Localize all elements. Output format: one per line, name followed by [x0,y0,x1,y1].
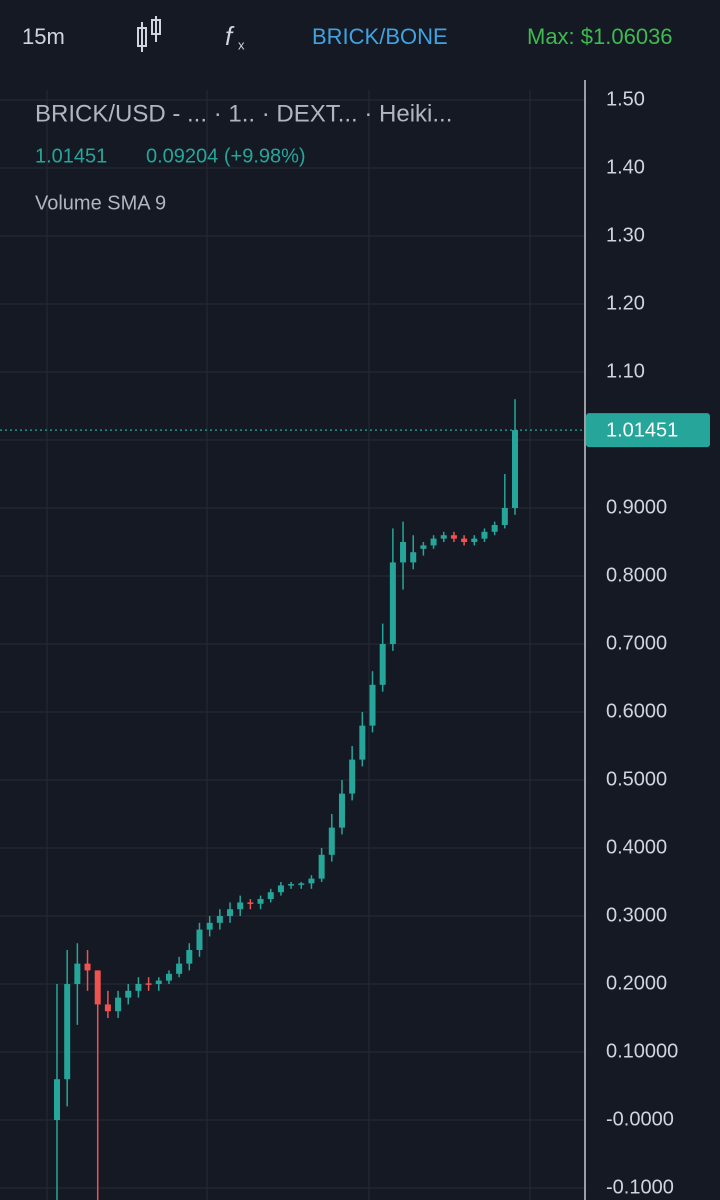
candle-body [359,725,366,760]
y-tick-label: 0.6000 [606,700,667,722]
candle-body [74,963,81,985]
y-tick-label: 0.4000 [606,836,667,858]
symbol-legend[interactable]: BRICK/USD - ... · 1.. · DEXT... · Heiki.… [35,100,452,127]
candle-body [308,878,315,884]
candle-body [430,538,437,546]
candle-body [379,644,386,685]
y-tick-label: 0.2000 [606,972,667,994]
candle-body [115,997,122,1012]
vertical-grid [46,90,531,1200]
y-tick-label: 0.10000 [606,1040,678,1062]
candle-body [257,899,264,904]
y-tick-label: 1.50 [606,88,645,110]
y-tick-label: 1.20 [606,292,645,314]
pair-button[interactable]: BRICK/BONE [312,24,448,49]
candle-body [84,963,91,971]
interval-button[interactable]: 15m [22,24,65,49]
candle-body [481,531,488,539]
y-tick-label: 1.40 [606,156,645,178]
indicators-button-sub: x [238,37,245,52]
legend-price: 1.01451 [35,145,107,167]
y-tick-label: -0.0000 [606,1108,674,1130]
candle-body [338,793,345,828]
max-label: Max: $1.06036 [527,24,673,49]
candle-body [328,827,335,855]
candle-body [277,885,284,893]
candle-body [410,552,417,563]
candle-body [227,909,234,917]
candle-body [400,542,407,563]
y-tick-label: 1.30 [606,224,645,246]
candle-body [349,759,356,794]
candle-body [512,430,518,509]
candle-body [104,1004,111,1012]
candle-body [247,902,254,904]
candle-body [491,525,498,532]
candle-body [145,983,152,985]
candle-body [125,990,132,998]
candle-body [155,980,162,985]
candle-body [165,973,172,981]
candle-body [267,892,274,900]
candle-body [501,508,508,526]
candle-body [206,922,213,930]
grid [0,99,585,1189]
candle-body [389,562,396,645]
candles [0,399,585,1200]
y-tick-label: 0.3000 [606,904,667,926]
candle-body [369,684,376,726]
candle-body [298,883,305,885]
candle-body [176,963,183,974]
indicator-legend[interactable]: Volume SMA 9 [35,192,166,214]
candle-body [471,538,478,543]
y-tick-label: 0.8000 [606,564,667,586]
chart-type-button[interactable] [137,16,161,52]
candle-body [216,916,223,923]
candle-body [135,984,142,991]
candle-body [450,535,457,539]
indicators-button[interactable]: f [225,21,235,51]
candle-body [318,854,325,879]
last-price-label: 1.01451 [606,419,678,441]
candle-body [237,902,244,910]
price-axis: 1.501.401.301.201.101.00000.90000.80000.… [586,88,710,1198]
y-tick-label: 0.5000 [606,768,667,790]
candle-body [94,970,101,1005]
last-price-tag [586,413,710,448]
candle-body [196,929,203,951]
y-tick-label: 0.9000 [606,496,667,518]
y-tick-label: 0.7000 [606,632,667,654]
y-tick-label: 1.10 [606,360,645,382]
candle-body [288,884,295,886]
candle-body [440,535,447,539]
candle-body [186,950,193,964]
legend-change: 0.09204 (+9.98%) [146,145,306,167]
candle-body [64,984,71,1080]
candle-body [54,1079,60,1121]
y-tick-label: -0.1000 [606,1176,674,1198]
candle-body [461,538,468,543]
candle-body [420,545,427,549]
